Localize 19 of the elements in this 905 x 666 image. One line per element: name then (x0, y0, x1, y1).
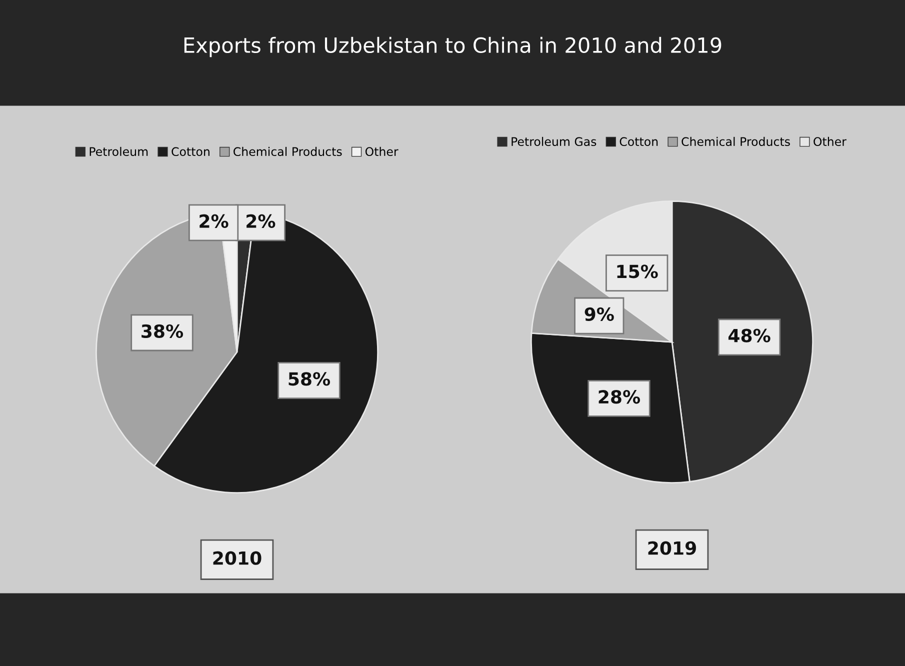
legend-label: Other (814, 136, 846, 146)
text: Exports from Uzbekistan to China in 2010 and 2019 (184, 36, 722, 58)
data-label: 2% (246, 214, 276, 228)
legend-label: Cotton (620, 137, 658, 146)
text: 2019 (648, 541, 696, 555)
legend-label: Other (365, 146, 398, 156)
data-label: 2% (200, 214, 228, 228)
data-label: 9% (584, 307, 614, 322)
legend-label: Chemical Products (682, 136, 790, 146)
legend-label: Cotton (172, 147, 210, 156)
data-label: 28% (598, 390, 640, 404)
data-label: 15% (617, 264, 658, 278)
legend-label: Petroleum Gas (512, 136, 596, 146)
legend-label: Chemical Products (234, 146, 342, 156)
legend-label: Petroleum (90, 146, 148, 156)
data-label: 58% (288, 372, 330, 386)
data-label: 48% (728, 328, 770, 342)
data-label: 38% (142, 324, 184, 338)
text: 2010 (213, 551, 262, 565)
